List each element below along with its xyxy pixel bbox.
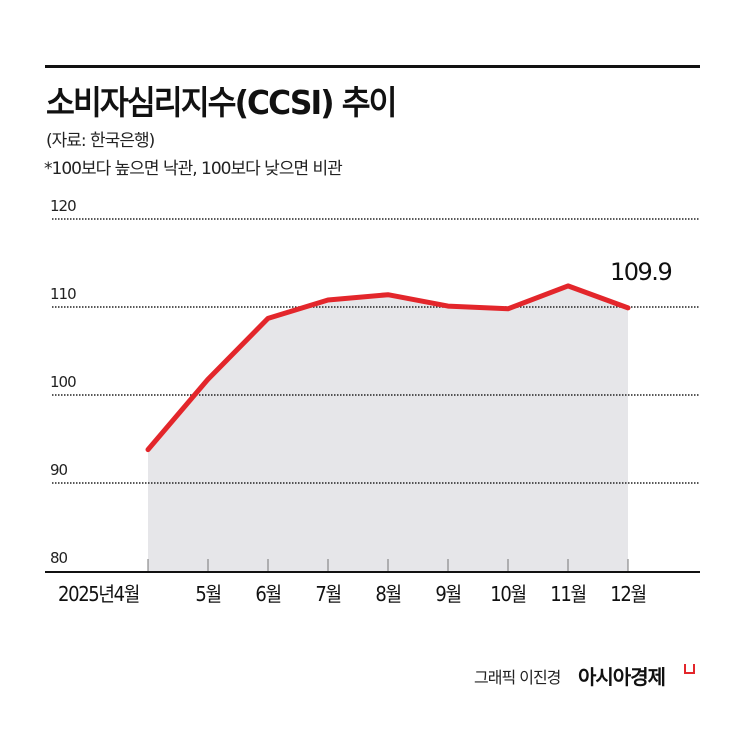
x-tick-label: 2025년4월 [58, 582, 140, 606]
brand-mark-icon [684, 664, 695, 674]
brand-logo: 아시아경제 [578, 665, 666, 689]
chart-note: *100보다 높으면 낙관, 100보다 낮으면 비관 [44, 159, 343, 179]
y-tick-label: 90 [50, 461, 68, 479]
y-tick-label: 120 [50, 197, 77, 215]
chart-title: 소비자심리지수(CCSI) 추이 [46, 83, 398, 122]
x-tick-label: 8월 [375, 582, 402, 606]
x-tick-label: 5월 [195, 582, 222, 606]
x-tick-label: 9월 [435, 582, 462, 606]
y-tick-label: 80 [50, 549, 68, 567]
x-tick-label: 11월 [550, 582, 587, 606]
x-tick-label: 7월 [315, 582, 342, 606]
x-tick-label: 10월 [490, 582, 527, 606]
y-tick-label: 100 [50, 373, 77, 391]
graphic-credit: 그래픽 이진경 [474, 668, 561, 687]
y-tick-label: 110 [50, 285, 77, 303]
x-tick-label: 12월 [610, 582, 647, 606]
top-rule [45, 65, 700, 68]
chart-source: (자료: 한국은행) [46, 131, 155, 151]
end-value-label: 109.9 [610, 258, 673, 286]
ccsi-line [145, 283, 631, 453]
x-tick-label: 6월 [255, 582, 282, 606]
area-fill [148, 285, 628, 571]
